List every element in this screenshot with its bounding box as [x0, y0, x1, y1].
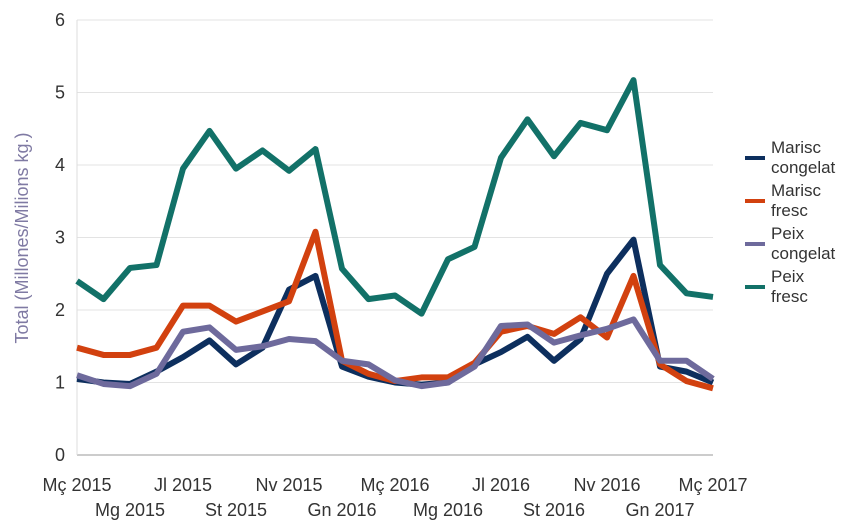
x-tick-label: Jl 2016 [472, 475, 530, 495]
legend-swatch [745, 199, 765, 203]
series-line [75, 77, 714, 317]
legend-item: Peix congelat [745, 224, 850, 264]
legend-label: Peix fresc [771, 267, 808, 306]
y-tick-label: 4 [55, 155, 65, 175]
legend-swatch [745, 156, 765, 160]
series-line [76, 316, 715, 390]
x-tick-label: Nv 2016 [573, 475, 640, 495]
legend-item: Peix fresc [745, 267, 850, 307]
x-tick-label: Nv 2015 [255, 475, 322, 495]
y-tick-label: 0 [55, 445, 65, 465]
y-tick-label: 6 [55, 10, 65, 30]
legend-label: Peix congelat [771, 224, 836, 263]
legend-label: Marisc congelat [771, 138, 836, 177]
x-tick-label: Jl 2015 [154, 475, 212, 495]
legend-item: Marisc fresc [745, 181, 850, 221]
y-axis-label: Total (Millones/Milions kg.) [12, 132, 32, 343]
x-tick-label: Gn 2017 [625, 500, 694, 520]
legend-swatch [745, 285, 765, 289]
x-tick-label: Mç 2016 [360, 475, 429, 495]
y-tick-label: 5 [55, 83, 65, 103]
x-tick-label: Gn 2016 [307, 500, 376, 520]
y-tick-label: 2 [55, 300, 65, 320]
legend-swatch [745, 242, 765, 246]
x-tick-label: Mç 2017 [678, 475, 747, 495]
y-tick-label: 3 [55, 228, 65, 248]
legend-item: Marisc congelat [745, 138, 850, 178]
x-tick-label: St 2016 [523, 500, 585, 520]
legend: Marisc congelat Marisc fresc Peix congelat… [745, 138, 850, 310]
y-tick-label: 1 [55, 373, 65, 393]
x-tick-label: Mç 2015 [42, 475, 111, 495]
legend-label: Marisc fresc [771, 181, 822, 220]
x-tick-label: Mg 2015 [95, 500, 165, 520]
x-tick-label: Mg 2016 [413, 500, 483, 520]
x-tick-label: St 2015 [205, 500, 267, 520]
